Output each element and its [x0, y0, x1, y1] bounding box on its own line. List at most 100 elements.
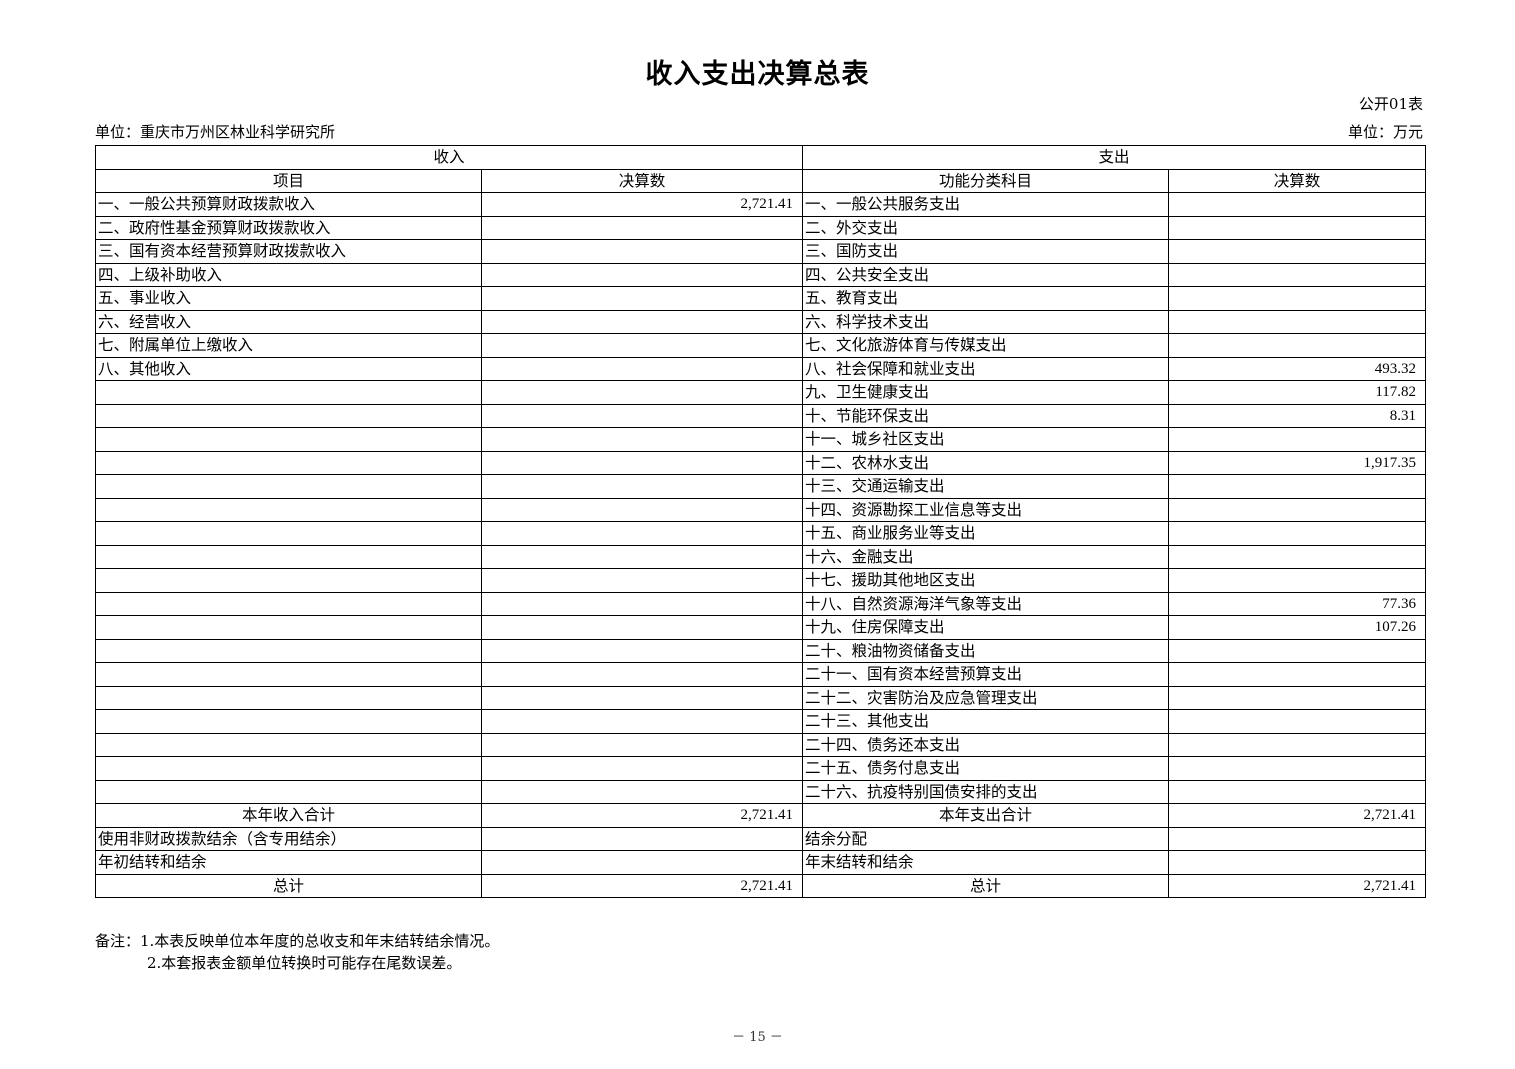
income-amount — [480, 497, 804, 522]
income-amount — [480, 685, 804, 710]
income-item — [95, 497, 482, 522]
income-item: 总计 — [95, 873, 482, 898]
money-unit: 单位：万元 — [1347, 123, 1423, 141]
expense-amount: 2,721.41 — [1168, 873, 1427, 898]
income-item: 三、国有资本经营预算财政拨款收入 — [95, 239, 482, 264]
notes: 备注：1.本表反映单位本年度的总收支和年末结转结余情况。 2.本套报表金额单位转… — [95, 930, 499, 974]
expense-amount — [1168, 826, 1427, 851]
income-amount — [480, 638, 804, 663]
amount-header: 决算数 — [480, 168, 804, 193]
income-item — [95, 591, 482, 616]
income-amount: 2,721.41 — [480, 192, 804, 217]
expense-item: 总计 — [802, 873, 1170, 898]
table-row: 二、政府性基金预算财政拨款收入 二、外交支出 — [95, 215, 1427, 240]
table-row: 十九、住房保障支出 107.26 — [95, 615, 1427, 640]
expense-item: 二十三、其他支出 — [802, 709, 1170, 734]
summary-row: 年初结转和结余 年末结转和结余 — [95, 850, 1427, 875]
table-row: 十一、城乡社区支出 — [95, 427, 1427, 452]
income-item — [95, 732, 482, 757]
page-title: 收入支出决算总表 — [645, 59, 870, 90]
income-header: 收入 — [94, 145, 804, 170]
expense-item: 三、国防支出 — [802, 239, 1170, 264]
income-item — [95, 568, 482, 593]
income-amount — [480, 450, 804, 475]
income-amount: 2,721.41 — [480, 803, 804, 828]
expense-item: 十六、金融支出 — [802, 544, 1170, 569]
expense-item: 年末结转和结余 — [802, 850, 1170, 875]
income-amount — [480, 568, 804, 593]
expense-amount — [1168, 850, 1427, 875]
expense-amount: 493.32 — [1168, 356, 1427, 381]
expense-amount: 117.82 — [1168, 380, 1427, 405]
amount-header-2: 决算数 — [1168, 168, 1427, 193]
expense-item: 十四、资源勘探工业信息等支出 — [802, 497, 1170, 522]
summary-row: 总计 2,721.41 总计 2,721.41 — [95, 873, 1427, 898]
table-row: 九、卫生健康支出 117.82 — [95, 380, 1427, 405]
income-amount — [480, 403, 804, 428]
table-row: 二十四、债务还本支出 — [95, 732, 1427, 757]
expense-amount: 2,721.41 — [1168, 803, 1427, 828]
expense-item: 十、节能环保支出 — [802, 403, 1170, 428]
expense-amount — [1168, 521, 1427, 546]
income-amount — [480, 850, 804, 875]
income-item: 四、上级补助收入 — [95, 262, 482, 287]
expense-item: 十九、住房保障支出 — [802, 615, 1170, 640]
income-amount — [480, 333, 804, 358]
table-row: 三、国有资本经营预算财政拨款收入 三、国防支出 — [95, 239, 1427, 264]
table-row: 六、经营收入 六、科学技术支出 — [95, 309, 1427, 334]
expense-item: 十二、农林水支出 — [802, 450, 1170, 475]
income-amount — [480, 709, 804, 734]
expense-item: 五、教育支出 — [802, 286, 1170, 311]
income-item — [95, 521, 482, 546]
income-item — [95, 544, 482, 569]
expense-amount — [1168, 474, 1427, 499]
income-item — [95, 450, 482, 475]
income-amount — [480, 215, 804, 240]
table-row: 二十三、其他支出 — [95, 709, 1427, 734]
income-item — [95, 474, 482, 499]
expense-amount: 8.31 — [1168, 403, 1427, 428]
expense-header: 支出 — [802, 145, 1427, 170]
table-row: 二十六、抗疫特别国债安排的支出 — [95, 779, 1427, 804]
table-row: 二十一、国有资本经营预算支出 — [95, 662, 1427, 687]
income-item — [95, 403, 482, 428]
table-row: 二十五、债务付息支出 — [95, 756, 1427, 781]
income-amount — [480, 662, 804, 687]
income-item — [95, 638, 482, 663]
function-item-header: 功能分类科目 — [802, 168, 1170, 193]
income-amount — [480, 521, 804, 546]
summary-row: 使用非财政拨款结余（含专用结余） 结余分配 — [95, 826, 1427, 851]
expense-amount — [1168, 262, 1427, 287]
expense-amount — [1168, 638, 1427, 663]
income-amount — [480, 779, 804, 804]
table-row: 七、附属单位上缴收入 七、文化旅游体育与传媒支出 — [95, 333, 1427, 358]
table-row: 十七、援助其他地区支出 — [95, 568, 1427, 593]
income-item: 使用非财政拨款结余（含专用结余） — [95, 826, 482, 851]
expense-amount: 107.26 — [1168, 615, 1427, 640]
table-number: 公开01表 — [1358, 95, 1423, 113]
income-amount — [480, 356, 804, 381]
table-row: 十六、金融支出 — [95, 544, 1427, 569]
income-amount — [480, 262, 804, 287]
income-amount — [480, 756, 804, 781]
income-amount — [480, 427, 804, 452]
income-amount — [480, 474, 804, 499]
income-item — [95, 662, 482, 687]
expense-amount — [1168, 732, 1427, 757]
table-row: 十二、农林水支出 1,917.35 — [95, 450, 1427, 475]
expense-item: 七、文化旅游体育与传媒支出 — [802, 333, 1170, 358]
expense-amount — [1168, 333, 1427, 358]
income-amount — [480, 732, 804, 757]
income-amount — [480, 544, 804, 569]
table-row: 二十二、灾害防治及应急管理支出 — [95, 685, 1427, 710]
expense-amount — [1168, 685, 1427, 710]
income-amount — [480, 309, 804, 334]
table-row: 十八、自然资源海洋气象等支出 77.36 — [95, 591, 1427, 616]
income-item — [95, 615, 482, 640]
page-number: － 15 － — [732, 1030, 783, 1045]
table-row: 十四、资源勘探工业信息等支出 — [95, 497, 1427, 522]
note-line-2: 2.本套报表金额单位转换时可能存在尾数误差。 — [147, 954, 462, 972]
table-row: 十五、商业服务业等支出 — [95, 521, 1427, 546]
expense-amount — [1168, 544, 1427, 569]
income-amount — [480, 380, 804, 405]
